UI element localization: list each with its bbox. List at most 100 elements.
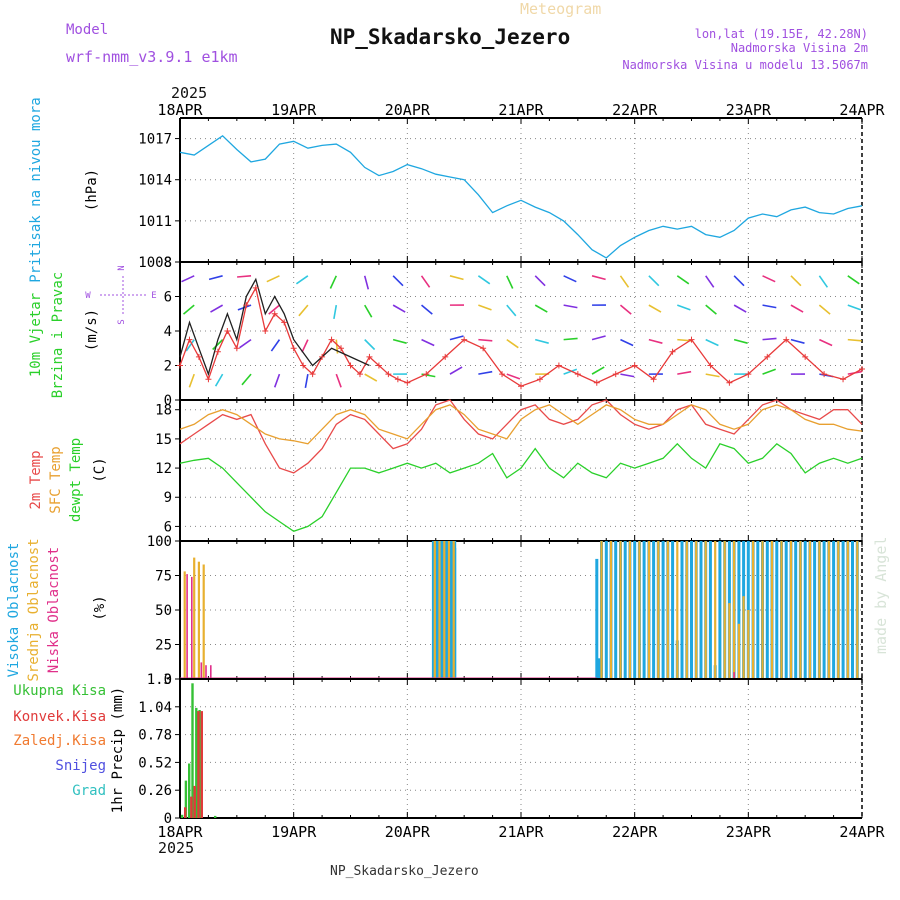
wind-speed-marker	[764, 353, 771, 360]
wind-speed-marker	[821, 371, 828, 378]
wind-speed-marker	[518, 383, 524, 390]
gust-line	[179, 277, 370, 377]
axis-label: SFC Temp	[48, 446, 64, 513]
precip-total-bar	[195, 707, 198, 818]
wind-speed-marker	[650, 376, 657, 383]
wind-barb	[506, 373, 521, 380]
cloud-mid-bar	[789, 541, 793, 679]
wind-unit-label: (m/s)	[84, 309, 100, 351]
wind-barb	[506, 338, 519, 349]
wind-speed-marker	[356, 371, 363, 378]
cloud-mid-bar	[447, 541, 451, 679]
x-tick-label-bottom: 20APR	[385, 823, 431, 841]
wind-speed-marker	[612, 371, 619, 378]
chart-title: NP_Skadarsko_Jezero	[330, 25, 570, 49]
cloud-mid-bar	[676, 541, 679, 679]
cloud-mid-bar	[752, 541, 755, 679]
x-tick-label-top: 23APR	[726, 101, 772, 119]
cloud-mid-bar	[733, 541, 736, 679]
y-tick-label: 1017	[138, 132, 172, 148]
wind-barb	[477, 275, 491, 285]
wind-speed-marker	[366, 353, 373, 360]
wind-barb	[705, 373, 720, 378]
x-tick-label-top: 18APR	[157, 101, 203, 119]
cloud-mid-bar	[438, 541, 441, 679]
precip-conv-bar	[190, 796, 193, 818]
y-tick-label: 0	[164, 672, 172, 688]
wind-barb	[273, 373, 281, 388]
wind-barb	[421, 338, 435, 347]
wind-speed-marker	[243, 302, 250, 309]
cloud-mid-bar	[728, 603, 731, 679]
wind-barb	[392, 304, 406, 313]
wind-barb	[214, 373, 224, 387]
wind-barb	[188, 373, 195, 388]
wind-barb	[818, 304, 831, 315]
wind-speed-marker	[385, 371, 392, 378]
cloud-mid-bar	[837, 541, 840, 679]
y-tick-label: 25	[155, 638, 172, 654]
x-tick-label-top: 19APR	[271, 101, 317, 119]
wind-barb	[847, 304, 862, 311]
compass-east: E	[151, 291, 156, 301]
wind-barb	[534, 275, 546, 287]
wind-speed-marker	[233, 345, 240, 352]
wind-barb	[364, 373, 378, 382]
wind-barb	[563, 304, 578, 309]
cloud-high-bar	[450, 541, 454, 679]
panels: 18APR 18APR 19APR 19APR 20APR 20APR 21APR 21APR…	[138, 101, 885, 841]
wind-barb	[301, 339, 309, 353]
wind-barb	[478, 304, 492, 311]
cloud-low-bar	[191, 576, 193, 679]
wind-speed-marker	[177, 362, 183, 369]
cloud-high-bar	[661, 541, 665, 679]
axis-label: Pritisak na nivou mora	[28, 97, 44, 282]
wind-speed-marker	[271, 310, 278, 317]
wind-speed-marker	[555, 362, 562, 369]
wind-barb	[449, 335, 464, 341]
wind-barb	[449, 366, 463, 375]
wind-barb	[790, 275, 802, 287]
cloud-mid-bar	[704, 541, 707, 679]
lonlat-text: lon,lat (19.15E, 42.28N)	[695, 27, 868, 41]
wind-speed-marker	[394, 376, 401, 383]
panel-temperature: 6 9 12 15 18	[155, 399, 863, 542]
dewpoint-line	[179, 442, 863, 533]
wind-barb	[181, 275, 195, 283]
wind-barb	[733, 304, 747, 313]
cloud-mid-bar	[818, 541, 821, 679]
wind-barb	[762, 337, 777, 341]
y-tick-label: 12	[155, 461, 172, 477]
precip-total-bar	[214, 815, 217, 818]
wind-barb	[237, 275, 252, 278]
wind-barb	[420, 275, 431, 288]
wind-barb	[676, 275, 690, 285]
wind-barb	[818, 275, 829, 288]
cloud-high-bar	[446, 541, 450, 679]
model-name: wrf-nmm_v3.9.1 e1km	[66, 48, 238, 66]
panel-clouds: 0 25 50 75 100	[147, 534, 863, 688]
cloud-high-bar	[822, 541, 826, 679]
x-tick-label-top: 22APR	[612, 101, 658, 119]
wind-speed-marker	[375, 362, 382, 369]
cloud-mid-bar	[827, 541, 830, 679]
wind-barb	[733, 275, 745, 287]
wind-barb	[449, 275, 464, 281]
cloud-high-bar	[851, 541, 854, 679]
wind-barb	[648, 304, 662, 313]
wind-speed-marker	[745, 371, 752, 378]
wind-barb	[182, 304, 195, 315]
cloud-low-bar	[205, 665, 207, 679]
cloud-high-bar	[604, 541, 608, 679]
cloud-high-bar	[699, 541, 703, 679]
axis-label: Niska Oblacnost	[46, 547, 62, 673]
sfc-temp-line	[179, 404, 863, 445]
year-bottom: 2025	[158, 839, 194, 857]
cloud-high-bar	[756, 541, 760, 679]
wind-barb	[677, 370, 692, 375]
wind-barb	[648, 338, 663, 344]
cloud-low-bar	[210, 665, 212, 679]
wind-barb	[847, 338, 862, 342]
cloud-mid-bar	[780, 541, 783, 679]
